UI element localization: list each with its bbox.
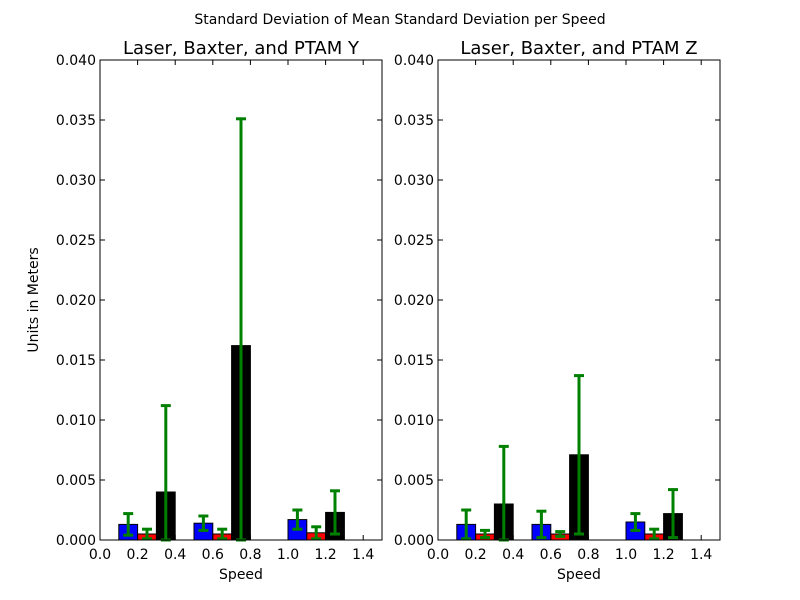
- x-tick-label: 1.0: [615, 547, 637, 563]
- x-tick-label: 0.0: [427, 547, 449, 563]
- errorbar-laser-1: [123, 512, 134, 537]
- y-tick-label: 0.030: [56, 173, 96, 189]
- y-tick-label: 0.025: [56, 233, 96, 249]
- errorbar-laser-1: [461, 508, 472, 541]
- y-tick-label: 0.035: [56, 113, 96, 129]
- x-tick-label: 1.0: [277, 547, 299, 563]
- errorbar-laser-3: [630, 512, 641, 532]
- y-tick-label: 0.030: [394, 173, 434, 189]
- errorbar-ptam-3: [330, 489, 340, 536]
- y-tick-label: 0.000: [56, 533, 96, 549]
- x-axis-label: Speed: [557, 567, 601, 583]
- y-axis-label: Units in Meters: [26, 247, 42, 352]
- y-tick-label: 0.040: [56, 53, 96, 69]
- x-tick-label: 0.4: [164, 547, 186, 563]
- x-tick-label: 0.2: [126, 547, 148, 563]
- errorbar-baxter-2: [555, 530, 566, 538]
- errorbar-baxter-1: [142, 527, 152, 541]
- y-tick-label: 0.025: [394, 233, 434, 249]
- y-tick-label: 0.035: [394, 113, 434, 129]
- charts: 0.0 0.2 0.4 0.6 0.8 1.0 1.2 1.4 0.000 0.005 0.010 0…: [26, 38, 721, 583]
- y-tick-label: 0.010: [394, 413, 434, 429]
- y-tick-label: 0.015: [394, 353, 434, 369]
- errorbar-baxter-3: [311, 525, 322, 541]
- x-axis-label: Speed: [219, 567, 263, 583]
- y-tick-label: 0.015: [56, 353, 96, 369]
- y-tick-label: 0.020: [56, 293, 96, 309]
- y-tick-label: 0.000: [394, 533, 434, 549]
- x-tick-label: 1.2: [652, 547, 674, 563]
- x-tick-label: 1.4: [352, 547, 374, 563]
- x-tick-label: 0.8: [577, 547, 599, 563]
- x-tick-label: 1.4: [690, 547, 712, 563]
- errorbar-baxter-1: [480, 528, 490, 540]
- chart-title: Laser, Baxter, and PTAM Y: [123, 38, 360, 59]
- y-tick-label: 0.010: [56, 413, 96, 429]
- y-tick-label: 0.040: [394, 53, 434, 69]
- errorbar-laser-2: [536, 509, 547, 540]
- errorbar-ptam-3: [668, 488, 678, 540]
- chart-panel-2: 0.0 0.2 0.4 0.6 0.8 1.0 1.2 1.4 0.000 0.005 0.010 0…: [394, 38, 721, 583]
- x-tick-label: 0.6: [202, 547, 224, 563]
- chart-title: Laser, Baxter, and PTAM Z: [460, 38, 697, 59]
- x-tick-label: 0.4: [502, 547, 524, 563]
- errorbar-baxter-3: [649, 527, 660, 541]
- errorbar-baxter-2: [217, 527, 228, 541]
- x-tick-label: 0.0: [89, 547, 111, 563]
- figure-suptitle: Standard Deviation of Mean Standard Devi…: [194, 12, 605, 28]
- y-tick-label: 0.020: [394, 293, 434, 309]
- x-tick-label: 1.2: [314, 547, 336, 563]
- y-tick-label: 0.005: [394, 473, 434, 489]
- x-tick-label: 0.2: [464, 547, 486, 563]
- x-tick-label: 0.8: [239, 547, 261, 563]
- y-tick-label: 0.005: [56, 473, 96, 489]
- errorbar-laser-2: [198, 514, 209, 532]
- chart-panel-1: 0.0 0.2 0.4 0.6 0.8 1.0 1.2 1.4 0.000 0.005 0.010 0…: [26, 38, 383, 583]
- errorbar-ptam-2: [574, 374, 584, 536]
- x-tick-label: 0.6: [540, 547, 562, 563]
- errorbar-laser-3: [292, 508, 303, 531]
